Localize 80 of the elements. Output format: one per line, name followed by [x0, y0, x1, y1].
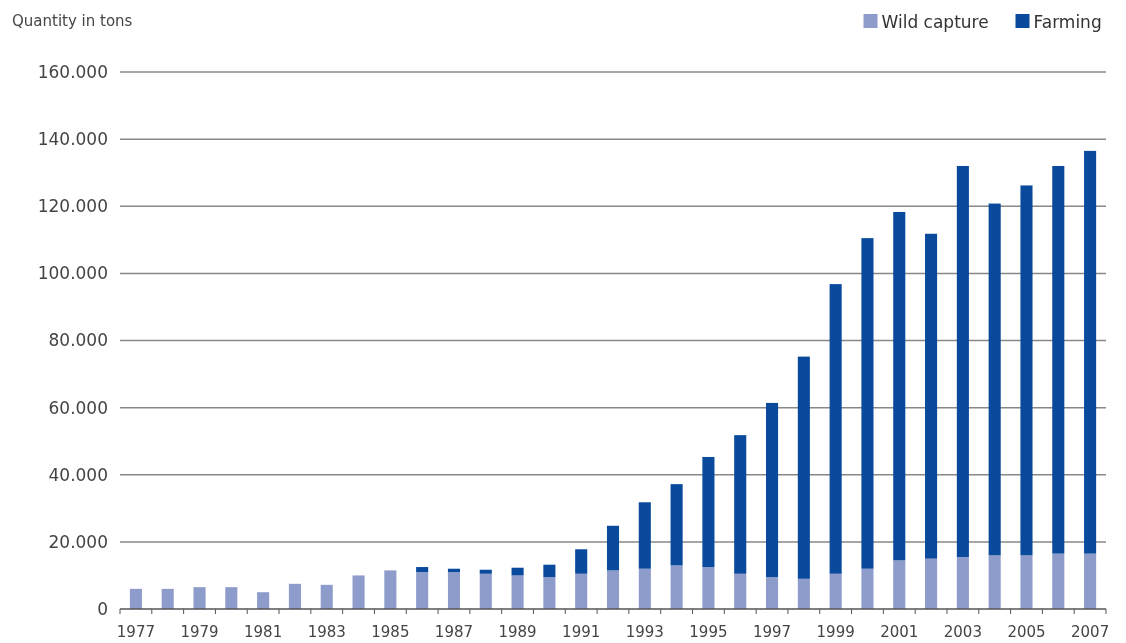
- x-tick-label: 1991: [562, 623, 601, 641]
- bar: [1052, 165, 1065, 554]
- x-tick-label: 1999: [816, 623, 855, 641]
- x-tick-label: 1977: [116, 623, 155, 641]
- x-tick-label: 1979: [180, 623, 219, 641]
- bar: [670, 484, 683, 566]
- x-tick-label: 1989: [498, 623, 537, 641]
- y-tick-label: 100.000: [37, 263, 108, 284]
- bar: [956, 556, 969, 609]
- y-axis-title: Quantity in tons: [12, 12, 133, 30]
- bar: [129, 588, 142, 609]
- bar: [416, 572, 429, 609]
- bar: [893, 560, 906, 609]
- bar: [606, 570, 620, 609]
- y-tick-label: 80.000: [48, 330, 108, 351]
- legend-label: Farming: [1033, 11, 1102, 32]
- y-tick-label: 140.000: [37, 129, 108, 150]
- bar: [861, 238, 874, 569]
- x-tick-label: 1983: [307, 623, 346, 641]
- bar: [638, 502, 651, 569]
- y-tick-label: 0: [97, 598, 108, 619]
- bar: [193, 587, 206, 609]
- bar: [670, 565, 683, 609]
- bar: [1020, 555, 1033, 609]
- bar: [288, 583, 301, 609]
- bar: [893, 211, 906, 561]
- x-tick-label: 2005: [1007, 623, 1046, 641]
- bar: [416, 567, 429, 573]
- bar: [734, 573, 747, 609]
- bar: [575, 573, 588, 609]
- bar: [797, 578, 810, 609]
- bar: [638, 568, 651, 609]
- bar: [734, 435, 747, 574]
- bar: [765, 402, 779, 578]
- x-tick-label: 1995: [689, 623, 728, 641]
- bar: [1084, 553, 1097, 609]
- bar: [829, 573, 842, 609]
- x-tick-label: 1987: [434, 623, 474, 641]
- legend-label: Wild capture: [881, 11, 989, 32]
- bar: [543, 564, 556, 578]
- x-tick-label: 1993: [625, 623, 664, 641]
- bar: [765, 577, 779, 609]
- bar: [1052, 553, 1065, 609]
- bar: [447, 572, 461, 609]
- bar: [543, 577, 556, 609]
- bar: [1084, 150, 1097, 554]
- bar: [925, 558, 938, 609]
- bar: [829, 284, 842, 574]
- bar: [925, 233, 938, 559]
- bar: [384, 570, 397, 609]
- x-tick-label: 2007: [1071, 623, 1110, 641]
- bar: [479, 573, 492, 609]
- y-tick-label: 120.000: [37, 196, 108, 217]
- y-tick-label: 20.000: [48, 531, 108, 552]
- bar: [511, 567, 524, 576]
- x-tick-label: 1981: [244, 623, 283, 641]
- y-tick-label: 40.000: [48, 464, 108, 485]
- bar: [702, 456, 715, 568]
- bar: [225, 587, 238, 609]
- bar: [956, 165, 969, 557]
- y-tick-label: 60.000: [48, 397, 108, 418]
- bar: [511, 575, 524, 609]
- x-tick-label: 2001: [880, 623, 919, 641]
- y-tick-label: 160.000: [37, 61, 108, 82]
- bar: [257, 592, 270, 609]
- x-tick-label: 2003: [943, 623, 982, 641]
- bar: [702, 567, 715, 609]
- bar: [575, 549, 588, 574]
- x-tick-label: 1985: [371, 623, 410, 641]
- bar: [320, 584, 333, 609]
- bar: [988, 203, 1001, 556]
- bar: [861, 568, 874, 609]
- x-tick-label: 1997: [752, 623, 792, 641]
- bar: [161, 588, 174, 609]
- bar: [988, 555, 1001, 609]
- bar: [797, 356, 810, 579]
- bar: [352, 575, 365, 609]
- bar: [606, 525, 620, 571]
- bar: [479, 569, 492, 574]
- bar: [1020, 185, 1033, 556]
